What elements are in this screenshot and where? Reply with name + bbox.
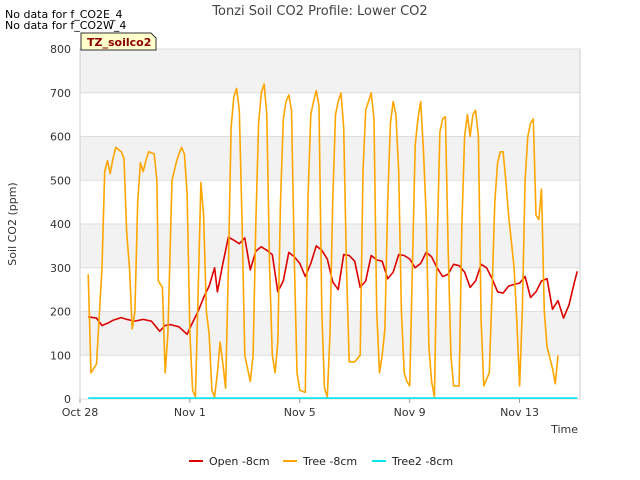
no-data-note-co2w: No data for f_CO2W_4: [5, 19, 126, 32]
plot-band: [80, 355, 580, 399]
plot-background-bands: [80, 49, 580, 399]
x-tick-label: Nov 9: [394, 406, 426, 419]
no-data-note-co2e: No data for f_CO2E_4: [5, 8, 123, 21]
series-lines: [87, 83, 579, 399]
y-axis-ticks: 0 100 200 300 400 500 600 700 800: [50, 43, 71, 406]
legend-label: Tree2 -8cm: [391, 455, 453, 468]
plot-band: [80, 92, 580, 137]
plot-band: [80, 180, 580, 224]
legend: Open -8cm Tree -8cm Tree2 -8cm: [189, 455, 453, 468]
legend-item: Open -8cm: [189, 455, 270, 468]
badge-box: [80, 32, 157, 51]
y-tick-label: 600: [50, 131, 71, 144]
x-tick-label: Oct 28: [62, 406, 99, 419]
y-tick-label: 400: [50, 218, 71, 231]
series-line-open-8cm: [88, 236, 579, 336]
series-line-tree-8cm: [87, 83, 559, 398]
chart-title: Tonzi Soil CO2 Profile: Lower CO2: [211, 4, 427, 19]
x-tick-label: Nov 5: [284, 406, 316, 419]
plot-band: [80, 49, 580, 93]
y-tick-label: 500: [50, 174, 71, 187]
site-badge: TZ_soilco2: [80, 32, 157, 51]
legend-label: Open -8cm: [209, 455, 270, 468]
x-tick-label: Nov 1: [174, 406, 206, 419]
y-tick-label: 100: [50, 349, 71, 362]
y-tick-label: 0: [64, 393, 71, 406]
y-tick-label: 200: [50, 306, 71, 319]
y-axis-label: Soil CO2 (ppm): [6, 182, 19, 265]
legend-item: Tree2 -8cm: [372, 455, 453, 468]
y-tick-label: 700: [50, 87, 71, 100]
y-tick-label: 300: [50, 262, 71, 275]
legend-item: Tree -8cm: [283, 455, 357, 468]
plot-band: [80, 224, 580, 268]
x-axis-ticks: Oct 28 Nov 1 Nov 5 Nov 9 Nov 13: [62, 399, 539, 419]
x-axis-label: Time: [550, 423, 578, 436]
y-tick-label: 800: [50, 43, 71, 56]
x-tick-label: Nov 13: [500, 406, 539, 419]
badge-label: TZ_soilco2: [87, 36, 151, 49]
legend-label: Tree -8cm: [302, 455, 357, 468]
